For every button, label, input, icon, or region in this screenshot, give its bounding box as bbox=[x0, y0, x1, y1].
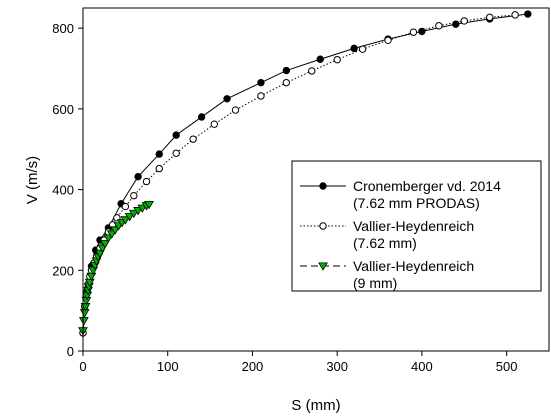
series-layer bbox=[78, 10, 532, 337]
legend-marker bbox=[319, 182, 327, 190]
data-point bbox=[134, 172, 142, 181]
data-point bbox=[485, 13, 494, 21]
data-point bbox=[358, 45, 367, 53]
data-point bbox=[130, 191, 138, 200]
data-point bbox=[435, 22, 443, 30]
legend-entry-3: Vallier-Heydenreich(9 mm) bbox=[300, 258, 474, 291]
data-point bbox=[460, 17, 468, 25]
y-tick-label: 600 bbox=[52, 102, 74, 117]
data-point bbox=[142, 177, 151, 186]
data-point bbox=[155, 164, 163, 173]
data-point bbox=[172, 131, 180, 139]
data-point bbox=[524, 10, 532, 18]
data-point bbox=[333, 55, 341, 64]
data-point bbox=[84, 278, 95, 288]
data-point bbox=[155, 150, 163, 158]
data-point bbox=[418, 27, 426, 36]
y-axis-ticks: 0 200 400 600 800 bbox=[52, 21, 83, 359]
plot-frame bbox=[82, 7, 550, 352]
x-tick-label: 100 bbox=[157, 359, 179, 374]
data-point bbox=[350, 44, 358, 53]
y-tick-label: 0 bbox=[67, 344, 74, 359]
data-point bbox=[100, 240, 110, 249]
x-axis-label: S (mm) bbox=[291, 397, 340, 414]
legend-label: Vallier-Heydenreich bbox=[353, 258, 474, 274]
legend-marker bbox=[319, 222, 327, 230]
legend-frame bbox=[291, 160, 542, 292]
data-point bbox=[452, 20, 460, 28]
data-point bbox=[124, 213, 135, 222]
data-point bbox=[316, 55, 324, 63]
legend-entry-2: Vallier-Heydenreich(7.62 mm) bbox=[300, 218, 474, 251]
data-point bbox=[223, 95, 231, 103]
legend-marker bbox=[318, 262, 328, 271]
x-tick-label: 400 bbox=[411, 359, 433, 374]
data-point bbox=[128, 209, 139, 219]
data-point bbox=[106, 230, 117, 239]
y-tick-label: 200 bbox=[52, 263, 74, 278]
data-point bbox=[86, 272, 97, 282]
data-point bbox=[282, 78, 291, 87]
data-point bbox=[210, 120, 219, 128]
legend: Cronemberger vd. 2014(7.62 mm PRODAS) Val… bbox=[291, 160, 542, 292]
data-point bbox=[120, 216, 131, 225]
x-tick-label: 500 bbox=[496, 359, 518, 374]
x-tick-label: 300 bbox=[326, 359, 348, 374]
y-tick-label: 800 bbox=[52, 21, 74, 36]
legend-label: (7.62 mm PRODAS) bbox=[353, 195, 480, 211]
x-tick-label: 200 bbox=[242, 359, 264, 374]
legend-entry-1: Cronemberger vd. 2014(7.62 mm PRODAS) bbox=[300, 178, 501, 211]
series-3 bbox=[78, 200, 154, 336]
legend-label: (7.62 mm) bbox=[353, 235, 417, 251]
data-point bbox=[511, 11, 519, 19]
data-point bbox=[189, 135, 197, 143]
y-axis-label: V (m/s) bbox=[24, 156, 41, 204]
x-tick-label: 0 bbox=[79, 359, 86, 374]
data-point bbox=[103, 234, 114, 243]
data-point bbox=[121, 202, 130, 211]
data-point bbox=[384, 36, 392, 44]
data-point bbox=[257, 78, 265, 87]
data-point bbox=[409, 28, 418, 36]
data-point bbox=[110, 226, 121, 235]
data-point bbox=[78, 317, 89, 326]
data-point bbox=[282, 66, 291, 75]
data-point bbox=[231, 106, 240, 114]
x-axis-ticks: 0 100 200 300 400 500 bbox=[79, 351, 517, 374]
data-point bbox=[172, 149, 180, 157]
legend-label: Cronemberger vd. 2014 bbox=[353, 178, 501, 194]
data-point bbox=[144, 200, 154, 210]
data-point bbox=[257, 92, 265, 100]
data-point bbox=[197, 113, 206, 121]
data-point bbox=[308, 67, 316, 75]
y-tick-label: 400 bbox=[52, 183, 74, 198]
legend-label: (9 mm) bbox=[353, 275, 397, 291]
legend-label: Vallier-Heydenreich bbox=[353, 218, 474, 234]
